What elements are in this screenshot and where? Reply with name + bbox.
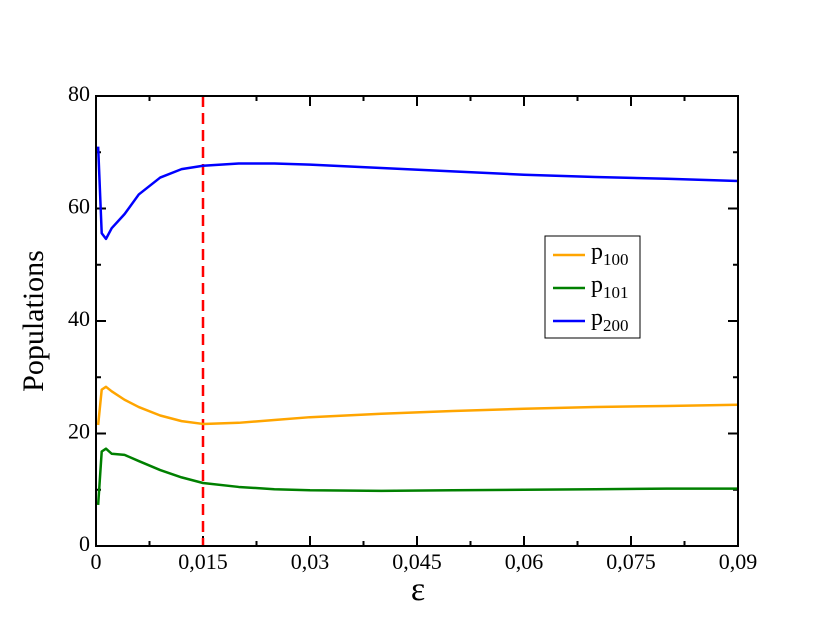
x-tick-label: 0,09 [719, 549, 758, 574]
series-line [96, 447, 738, 506]
x-tick-label: 0,045 [392, 549, 442, 574]
x-tick-label: 0,015 [178, 549, 228, 574]
y-tick-label: 40 [68, 306, 90, 331]
series-line [96, 146, 739, 241]
y-tick-label: 80 [68, 81, 90, 106]
y-tick-label: 60 [68, 194, 90, 219]
x-tick-label: 0 [91, 549, 102, 574]
x-tick-label: 0,06 [505, 549, 544, 574]
plot-frame [95, 95, 739, 547]
legend-label: p100 [591, 239, 629, 269]
y-axis-label: Populations [17, 250, 50, 392]
y-tick-label: 0 [79, 531, 90, 556]
x-tick-label: 0,075 [606, 549, 656, 574]
x-axis-label: ε [411, 571, 425, 608]
y-tick-label: 20 [68, 419, 90, 444]
series-line [96, 385, 739, 426]
legend-label: p200 [591, 305, 629, 335]
legend-label: p101 [591, 272, 629, 302]
x-tick-label: 0,03 [291, 549, 330, 574]
